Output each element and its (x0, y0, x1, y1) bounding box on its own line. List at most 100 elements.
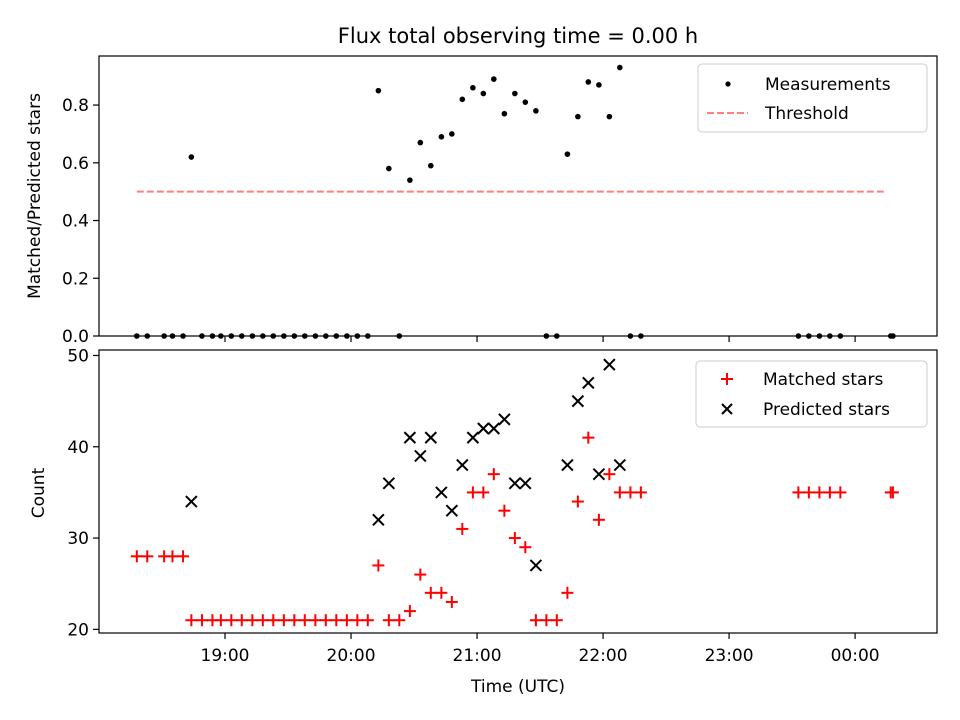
measurement-point (522, 99, 529, 105)
matched-star-point (823, 486, 836, 499)
matched-star-point (508, 532, 521, 545)
legend-predicted-label: Predicted stars (763, 400, 890, 420)
matched-star-point (319, 614, 332, 627)
predicted-star-point (477, 422, 490, 435)
matched-star-point (435, 586, 448, 599)
matched-star-point (487, 468, 500, 481)
matched-star-point (445, 595, 458, 608)
matched-star-point (813, 486, 826, 499)
measurement-point (480, 90, 487, 97)
top-y-tick-label: 0.2 (62, 269, 89, 289)
matched-star-point (141, 550, 154, 563)
bottom-y-tick-label: 20 (67, 620, 89, 640)
matched-star-point (130, 550, 143, 563)
x-tick-label: 00:00 (831, 646, 880, 666)
bottom-y-tick-label: 40 (67, 438, 89, 458)
matched-star-point (466, 486, 479, 499)
predicted-star-point (508, 477, 522, 490)
measurement-point (449, 131, 455, 137)
top-y-tick-label: 0.6 (62, 154, 89, 174)
measurement-point (512, 90, 518, 97)
matched-star-point (351, 614, 364, 627)
predicted-star-point (498, 413, 511, 426)
top-plot-area (134, 64, 896, 339)
bottom-y-tick-label: 50 (67, 346, 89, 366)
measurement-point (407, 177, 413, 183)
matched-star-point (886, 486, 899, 499)
measurement-point (386, 165, 392, 172)
measurement-point (491, 76, 497, 82)
matched-star-point (361, 614, 374, 627)
measurement-point (606, 113, 613, 120)
predicted-star-point (582, 376, 595, 390)
matched-star-point (414, 568, 427, 581)
matched-star-point (529, 614, 542, 627)
matched-star-point (235, 614, 248, 627)
matched-star-point (330, 614, 343, 627)
matched-star-point (288, 614, 301, 627)
measurement-point (585, 79, 592, 85)
measurement-point (575, 113, 581, 120)
measurement-point (533, 108, 539, 114)
matched-star-point (456, 522, 469, 535)
measurement-point (470, 84, 476, 91)
matched-star-point (225, 614, 238, 627)
top-legend-frame (697, 63, 928, 133)
measurement-point (427, 162, 434, 169)
predicted-star-point (445, 504, 459, 517)
bottom-legend: Matched stars Predicted stars (695, 360, 928, 428)
matched-star-point (166, 550, 179, 563)
predicted-star-point (185, 495, 198, 508)
matched-star-point (634, 486, 647, 499)
matched-star-point (802, 486, 815, 499)
matched-star-point (561, 586, 574, 599)
x-tick-label: 21:00 (453, 646, 502, 666)
matched-star-point (624, 486, 637, 499)
matched-star-point (613, 486, 626, 499)
top-y-tick-label: 0.0 (62, 327, 89, 347)
legend-matched-marker (721, 373, 733, 385)
matched-star-point (185, 614, 198, 627)
legend-matched-label: Matched stars (763, 370, 883, 390)
predicted-star-point (456, 458, 469, 472)
matched-star-point (834, 486, 847, 499)
matched-star-point (540, 614, 553, 627)
predicted-star-point (372, 513, 385, 527)
bottom-x-axis: 19:00 20:00 21:00 22:00 23:00 00:00 (201, 633, 880, 666)
matched-star-point (267, 614, 280, 627)
legend-predicted-marker (721, 403, 733, 415)
bottom-legend-frame (695, 360, 928, 428)
predicted-star-point (414, 449, 427, 463)
top-y-tick-label: 0.8 (62, 96, 89, 116)
measurement-point (417, 139, 424, 146)
matched-star-point (550, 614, 563, 627)
predicted-star-point (519, 477, 532, 490)
top-y-axis-label: Matched/Predicted stars (25, 93, 45, 299)
matched-star-point (603, 468, 616, 481)
matched-star-point (582, 431, 595, 444)
matched-star-point (177, 550, 190, 563)
predicted-star-point (403, 431, 417, 444)
matched-star-point (195, 614, 208, 627)
matched-star-point (393, 614, 406, 627)
x-tick-label: 23:00 (705, 646, 754, 666)
predicted-star-point (571, 394, 585, 408)
measurement-point (438, 134, 445, 140)
matched-star-point (477, 486, 490, 499)
predicted-star-point (435, 486, 448, 499)
matched-star-point (246, 614, 259, 627)
x-axis-label: Time (UTC) (470, 677, 565, 697)
predicted-star-point (382, 477, 396, 490)
predicted-star-point (424, 431, 438, 444)
matched-star-point (277, 614, 290, 627)
matched-star-point (592, 513, 605, 526)
chart-title: Flux total observing time = 0.00 h (338, 24, 698, 48)
matched-star-point (372, 559, 385, 572)
predicted-star-point (487, 422, 501, 435)
predicted-star-point (466, 431, 480, 444)
legend-measurements-label: Measurements (765, 75, 891, 95)
measurement-point (188, 154, 195, 160)
top-x-ticks (224, 336, 856, 342)
matched-star-point (298, 614, 311, 627)
